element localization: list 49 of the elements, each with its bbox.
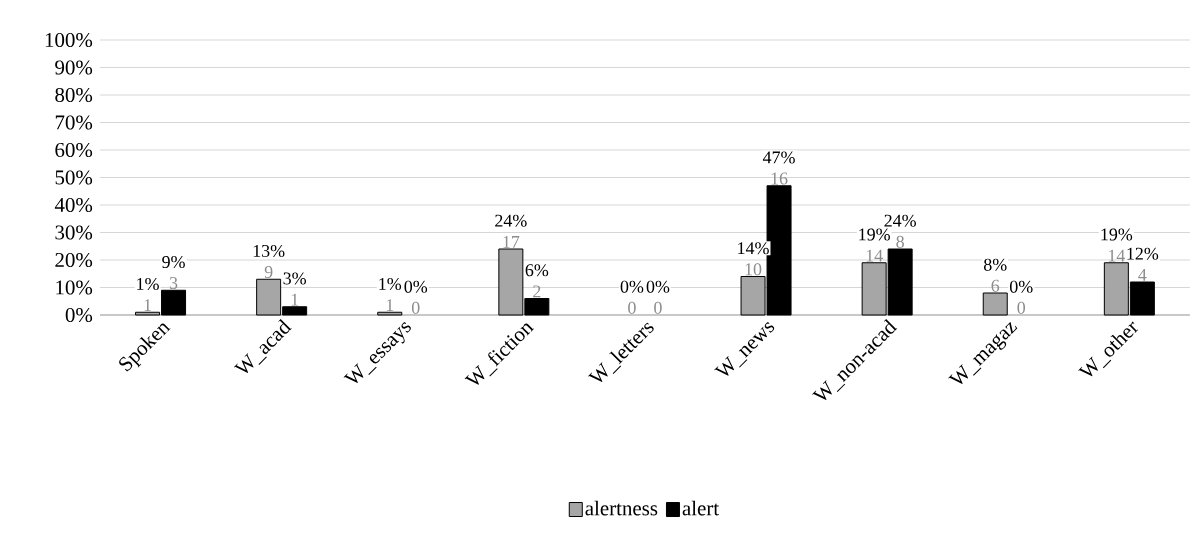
annotation: 1 [144, 299, 151, 312]
y-tick-label: 70% [55, 115, 93, 130]
y-tick-label: 80% [55, 87, 93, 103]
data-label: 24% [495, 214, 527, 227]
data-label: 12% [1127, 247, 1159, 260]
data-label: 24% [884, 214, 916, 227]
data-label: 0% [646, 280, 670, 293]
y-tick-label: 0% [65, 307, 93, 323]
annotation: 9 [264, 266, 273, 279]
annotation: 3 [169, 277, 178, 290]
annotation: 14 [866, 249, 883, 262]
annotation: 0 [411, 301, 420, 314]
annotation: 4 [1138, 268, 1147, 281]
y-tick-label: 10% [56, 280, 93, 295]
data-label: 0% [620, 280, 644, 293]
y-tick-label: 50% [55, 170, 93, 185]
annotation: 10 [745, 263, 762, 276]
data-label: 19% [1101, 228, 1133, 241]
annotation: 2 [533, 285, 541, 298]
legend-label: alertness [585, 500, 658, 516]
y-tick-label: 30% [55, 225, 93, 240]
y-tick-label: 90% [55, 60, 93, 75]
annotation: 0 [628, 301, 636, 314]
data-label: 0% [404, 280, 428, 293]
annotation: 0 [654, 301, 662, 314]
data-label: 1% [137, 277, 159, 291]
data-label: 1% [379, 277, 402, 291]
data-label: 47% [762, 151, 795, 164]
data-label: 14% [738, 242, 769, 255]
annotation: 6 [991, 279, 1000, 292]
annotation: 16 [771, 172, 788, 185]
annotation: 1 [291, 293, 299, 306]
annotation: 14 [1108, 249, 1126, 262]
data-label: 3% [283, 272, 306, 285]
y-tick-label: 40% [54, 197, 93, 213]
data-label: 6% [525, 264, 549, 277]
y-tick-label: 20% [55, 252, 93, 268]
annotation: 0 [1017, 301, 1026, 314]
annotation: 17 [503, 235, 520, 248]
data-label: 9% [162, 255, 185, 269]
legend-label: alert [682, 500, 719, 516]
y-tick-label: 100% [45, 32, 93, 48]
y-tick-label: 60% [55, 142, 93, 158]
annotation: 8 [896, 235, 904, 248]
data-label: 13% [253, 244, 285, 258]
data-label: 8% [983, 258, 1007, 271]
data-label: 0% [1009, 280, 1033, 293]
annotation: 1 [386, 299, 394, 312]
data-label: 19% [859, 228, 890, 241]
